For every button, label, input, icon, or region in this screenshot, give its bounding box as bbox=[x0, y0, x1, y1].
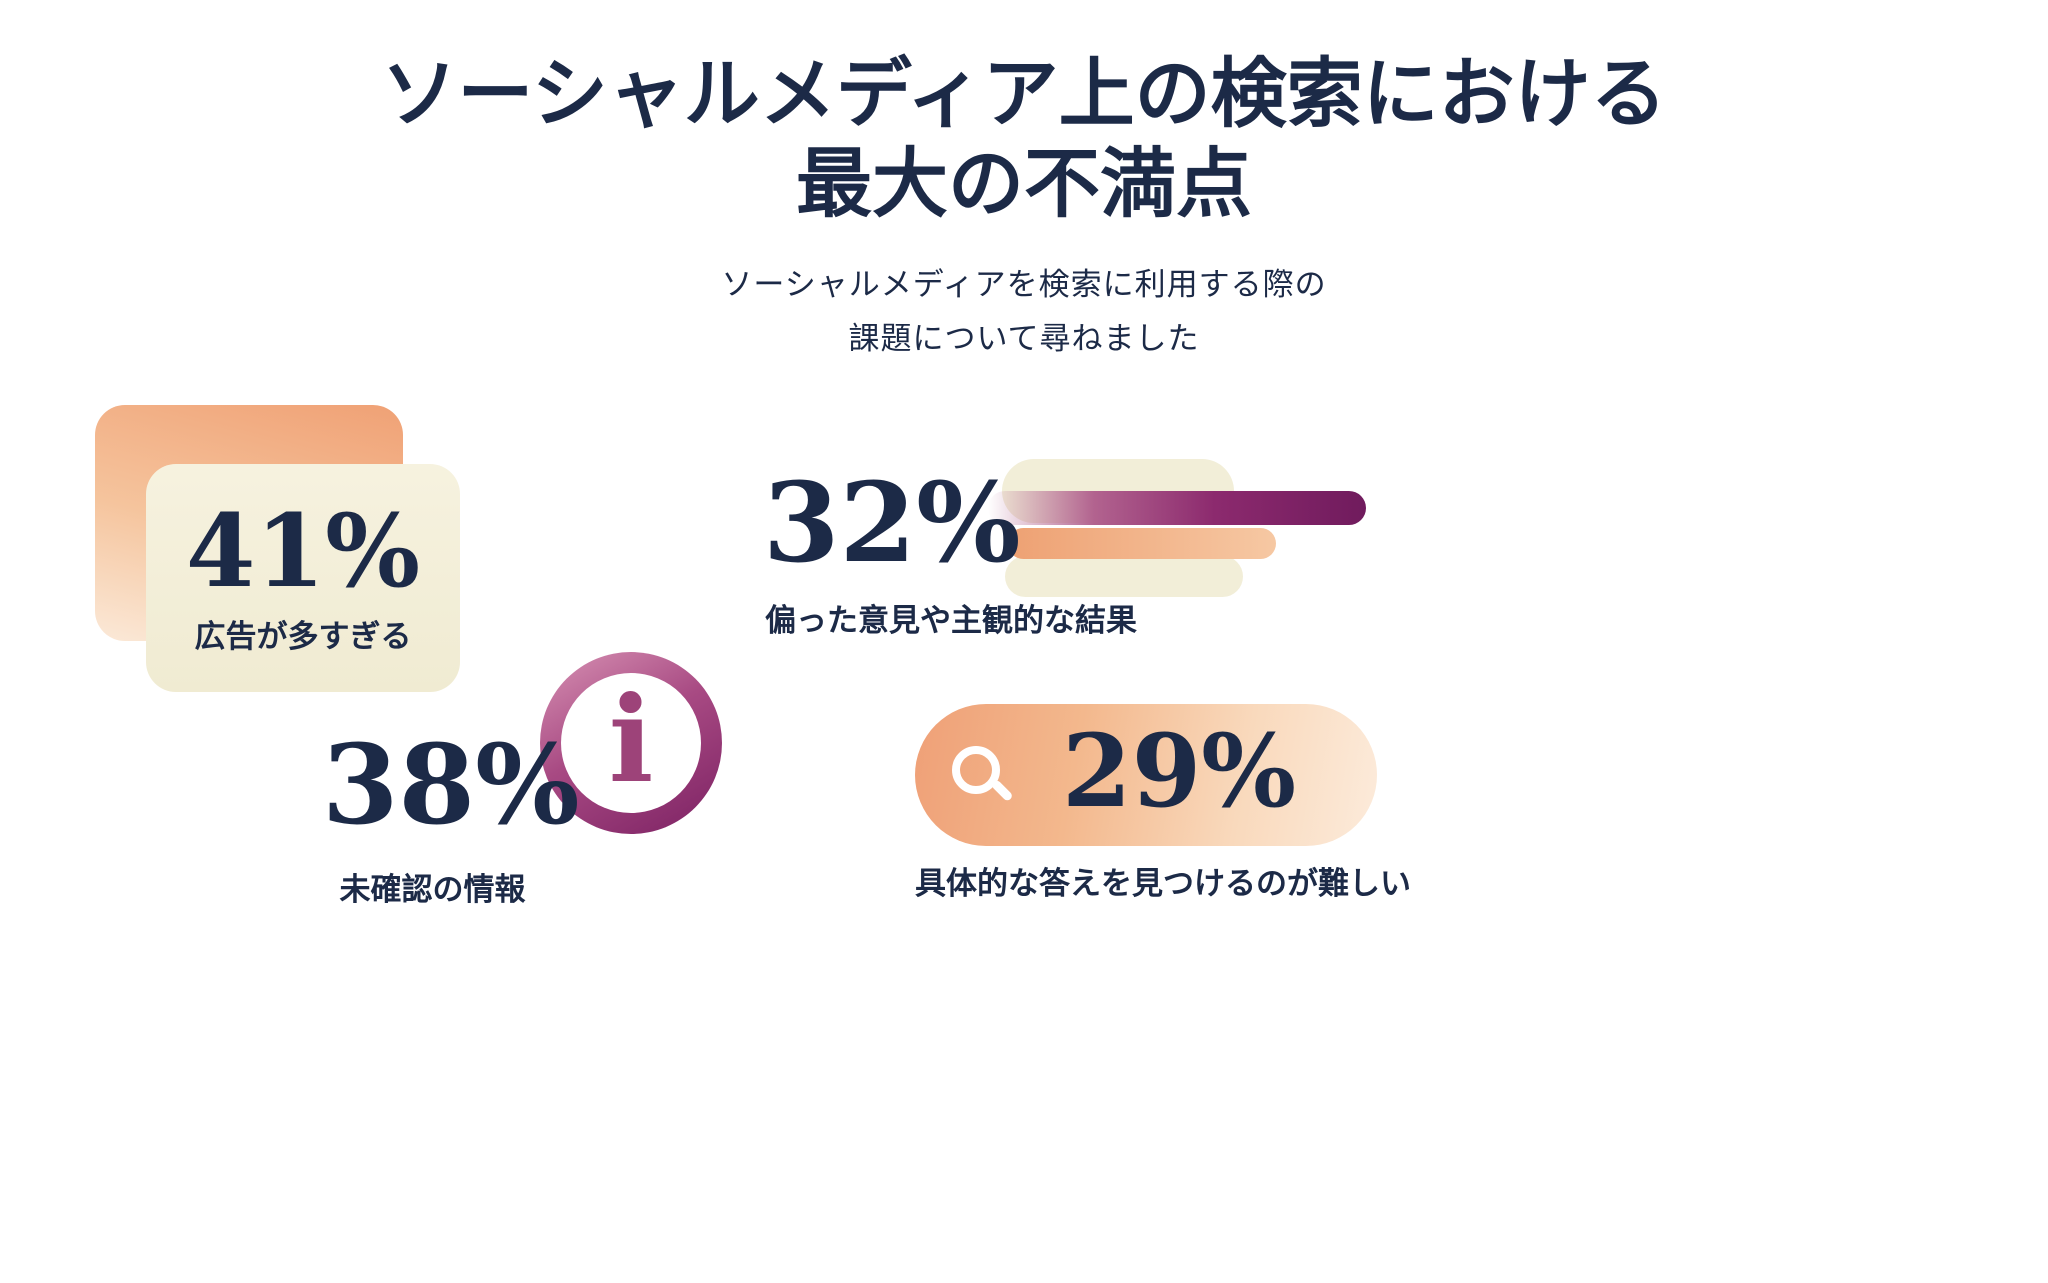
ads-percentage: 41% bbox=[185, 491, 421, 610]
unverified-percentage: 38% bbox=[322, 720, 580, 849]
biased-percentage: 32% bbox=[763, 458, 1021, 587]
ads-stat-card: 41% 広告が多すぎる bbox=[146, 464, 460, 692]
decorative-bar-cream-bottom bbox=[1005, 556, 1243, 597]
info-icon-glyph: i bbox=[608, 669, 654, 809]
page-subtitle-line2: 課題について尋ねました bbox=[848, 321, 1200, 357]
page-subtitle: ソーシャルメディアを検索に利用する際の 課題について尋ねました bbox=[0, 258, 2048, 367]
biased-label: 偏った意見や主観的な結果 bbox=[765, 603, 1137, 638]
page-title: ソーシャルメディア上の検索における 最大の不満点 bbox=[0, 50, 2048, 229]
page-title-line1: ソーシャルメディア上の検索における bbox=[381, 52, 1667, 137]
info-icon bbox=[540, 652, 722, 834]
decorative-bar-orange bbox=[1008, 528, 1276, 559]
search-icon bbox=[952, 746, 1000, 794]
decorative-bar-purple bbox=[988, 491, 1366, 525]
page-subtitle-line1: ソーシャルメディアを検索に利用する際の bbox=[721, 267, 1327, 302]
page-title-line2: 最大の不満点 bbox=[796, 141, 1252, 227]
ads-label: 広告が多すぎる bbox=[194, 618, 412, 654]
specific-percentage: 29% bbox=[1062, 712, 1297, 830]
specific-label: 具体的な答えを見つけるのが難しい bbox=[915, 866, 1411, 901]
unverified-label: 未確認の情報 bbox=[339, 872, 526, 907]
